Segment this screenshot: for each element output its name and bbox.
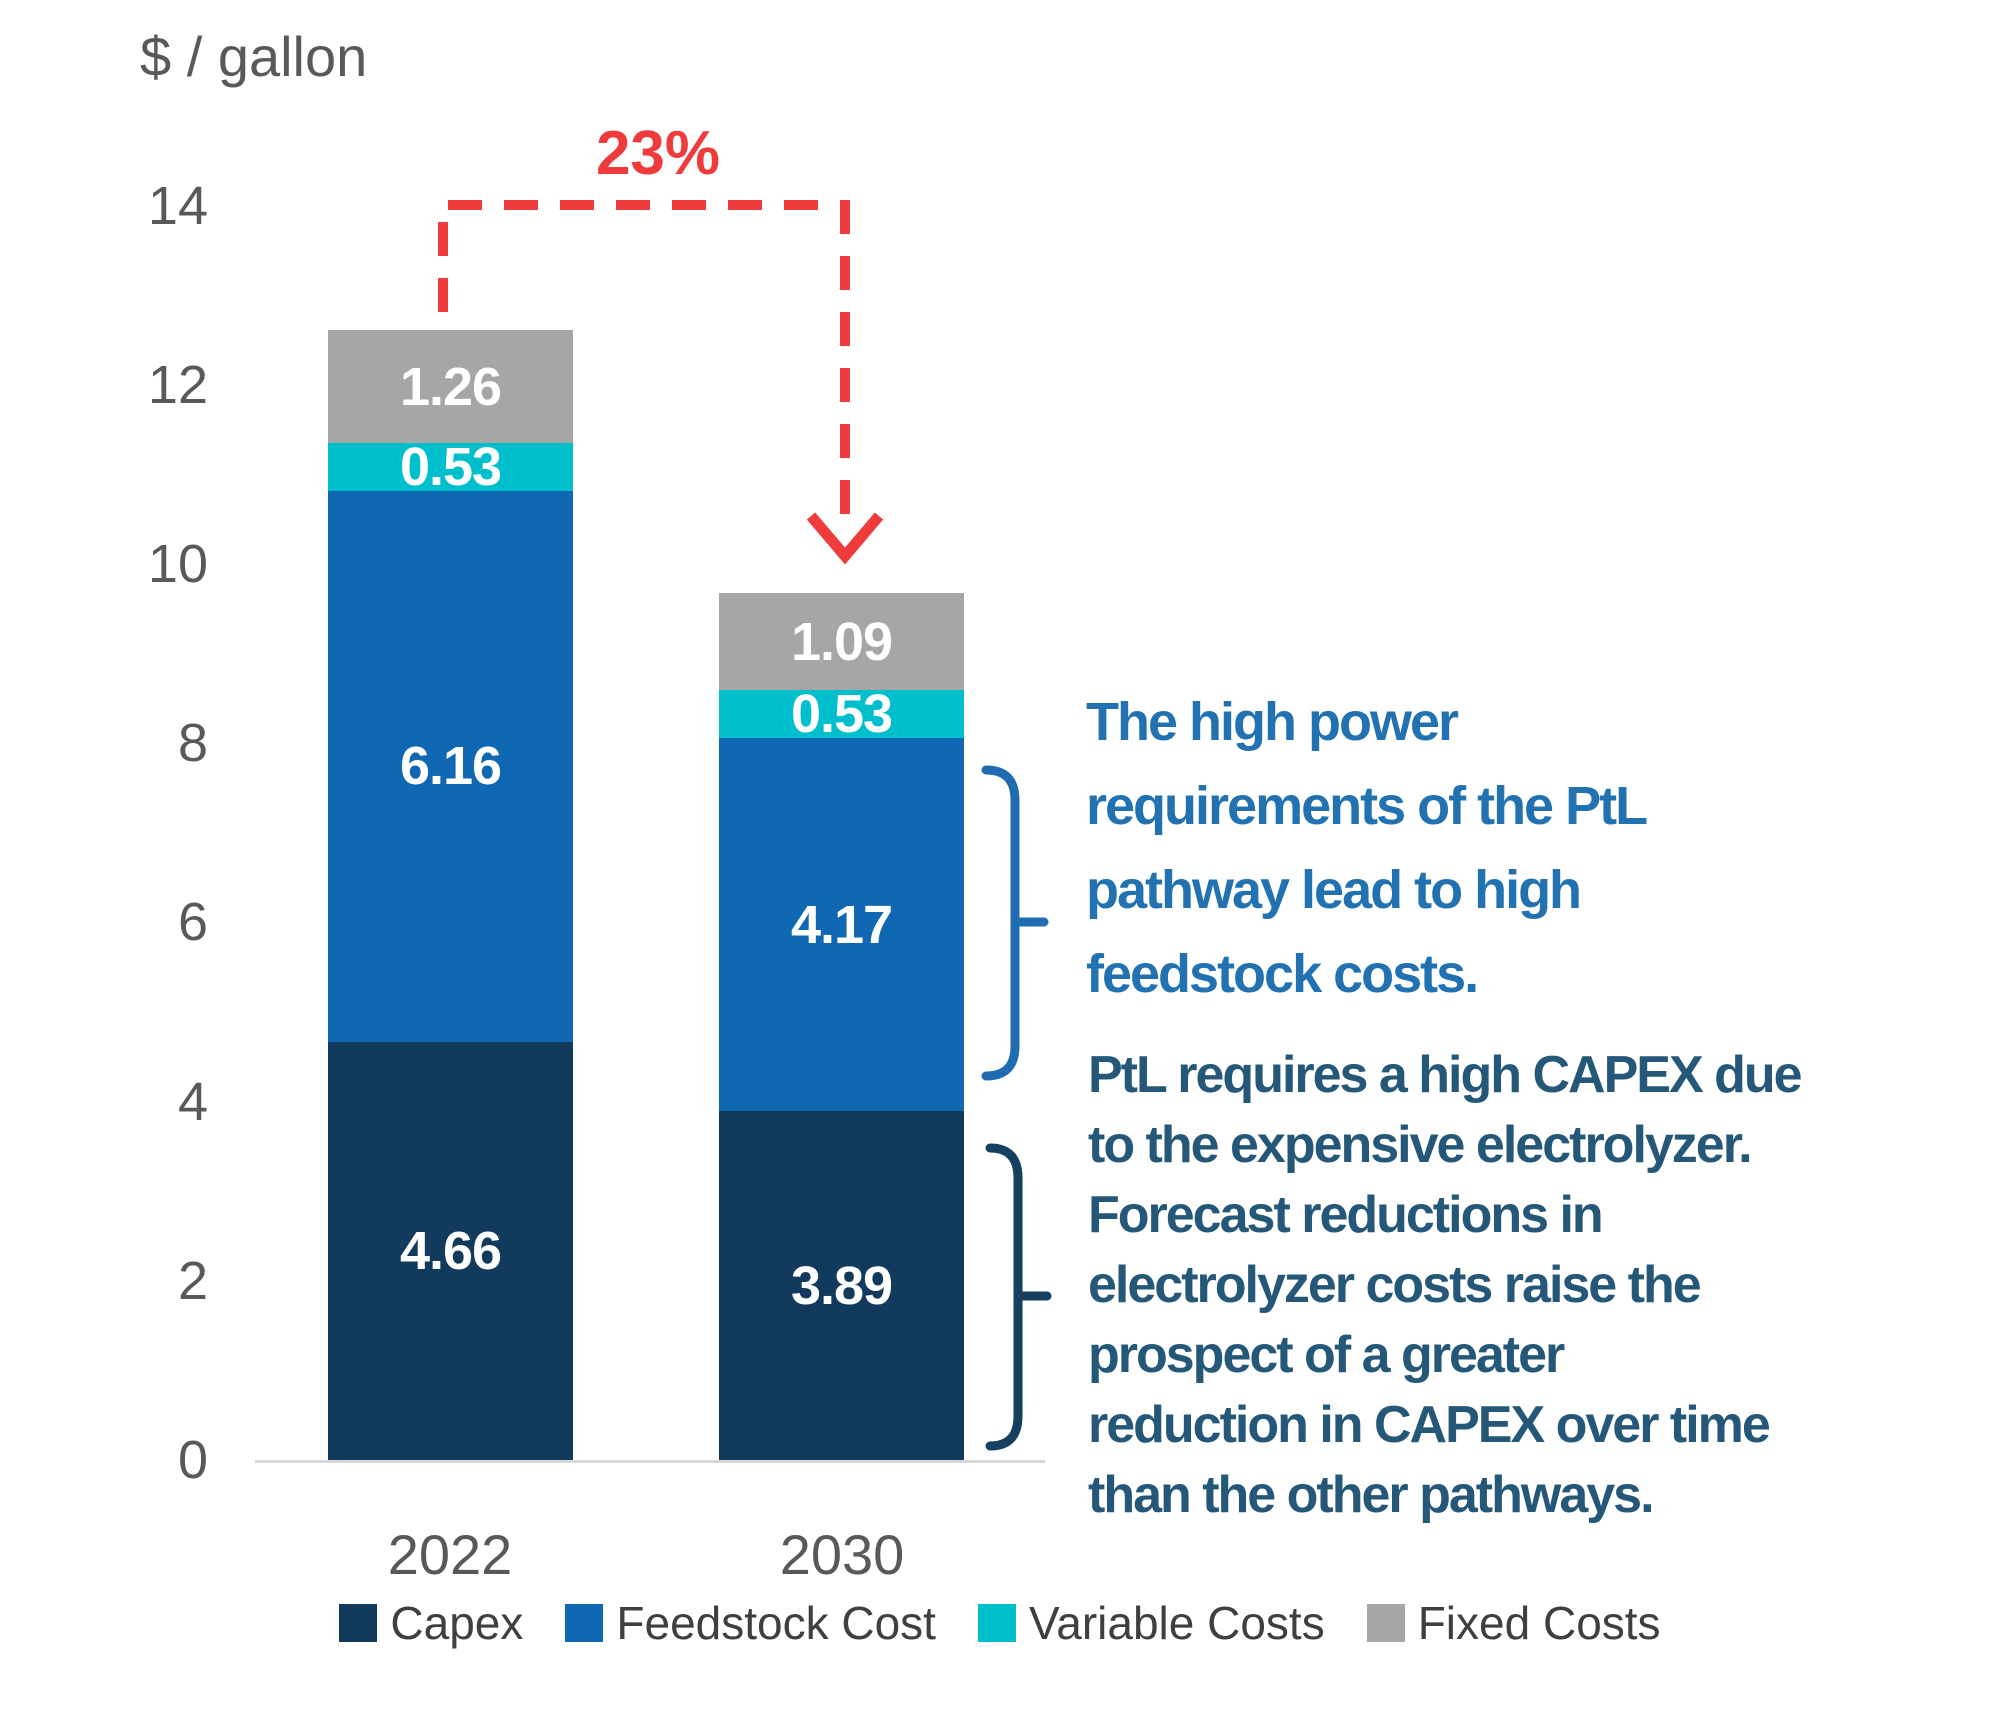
legend-swatch-icon [339, 1604, 378, 1642]
segment-value-label: 4.17 [790, 894, 893, 955]
chart-legend: Capex Feedstock Cost Variable Costs Fixed C… [0, 1596, 2000, 1650]
segment-value-label: 3.89 [790, 1255, 893, 1316]
bar-segment-feedstock-cost-2030: 4.17 [719, 737, 964, 1112]
y-tick-label: 2 [177, 1250, 208, 1311]
y-axis-unit-label: $ / gallon [140, 25, 368, 88]
legend-label: Variable Costs [1028, 1597, 1325, 1649]
reduction-percentage-label: 23% [595, 119, 721, 188]
bar-segment-variable-costs-2022: 0.53 [328, 437, 573, 497]
legend-label: Feedstock Cost [616, 1597, 936, 1649]
capex-brace [985, 1143, 1052, 1451]
segment-value-label: 1.26 [399, 356, 502, 417]
legend-swatch-icon [565, 1604, 604, 1642]
y-tick-label: 6 [177, 892, 208, 953]
segment-value-label: 0.53 [790, 684, 893, 745]
bar-segment-variable-costs-2030: 0.53 [719, 684, 964, 744]
legend-swatch-icon [1366, 1604, 1405, 1642]
y-tick-label: 12 [147, 354, 208, 415]
bar-segment-fixed-costs-2030: 1.09 [719, 592, 964, 691]
legend-label: Capex [390, 1597, 524, 1649]
legend-swatch-icon [977, 1604, 1016, 1642]
bar-segment-fixed-costs-2022: 1.26 [328, 330, 573, 444]
y-tick-label: 8 [177, 713, 208, 774]
bar-segment-capex-2022: 4.66 [328, 1042, 573, 1460]
y-tick-label: 14 [147, 175, 208, 236]
feedstock-note-text: The high power requirements of the PtL p… [1086, 692, 1648, 1004]
y-tick-label: 0 [177, 1430, 208, 1490]
segment-value-label: 0.53 [399, 436, 502, 497]
y-tick-label: 4 [177, 1071, 208, 1132]
segment-value-label: 4.66 [399, 1221, 502, 1282]
bar-segment-capex-2030: 3.89 [719, 1111, 964, 1460]
category-label-2030: 2030 [779, 1523, 905, 1586]
segment-value-label: 6.16 [399, 736, 502, 797]
legend-item-variable-costs: Variable Costs [977, 1596, 1325, 1650]
legend-label: Fixed Costs [1417, 1597, 1661, 1649]
x-axis-line [255, 1460, 1045, 1463]
legend-item-capex: Capex [339, 1596, 523, 1650]
segment-value-label: 1.09 [790, 611, 893, 672]
category-label-2022: 2022 [387, 1523, 513, 1586]
capex-note-text: PtL requires a high CAPEX due to the exp… [1088, 1046, 1803, 1524]
reduction-arrowhead-icon [806, 512, 884, 565]
legend-item-feedstock-cost: Feedstock Cost [565, 1596, 936, 1650]
legend-item-fixed-costs: Fixed Costs [1366, 1596, 1661, 1650]
y-tick-label: 10 [147, 534, 208, 594]
bar-segment-feedstock-cost-2022: 6.16 [328, 490, 573, 1043]
feedstock-brace [981, 765, 1049, 1081]
